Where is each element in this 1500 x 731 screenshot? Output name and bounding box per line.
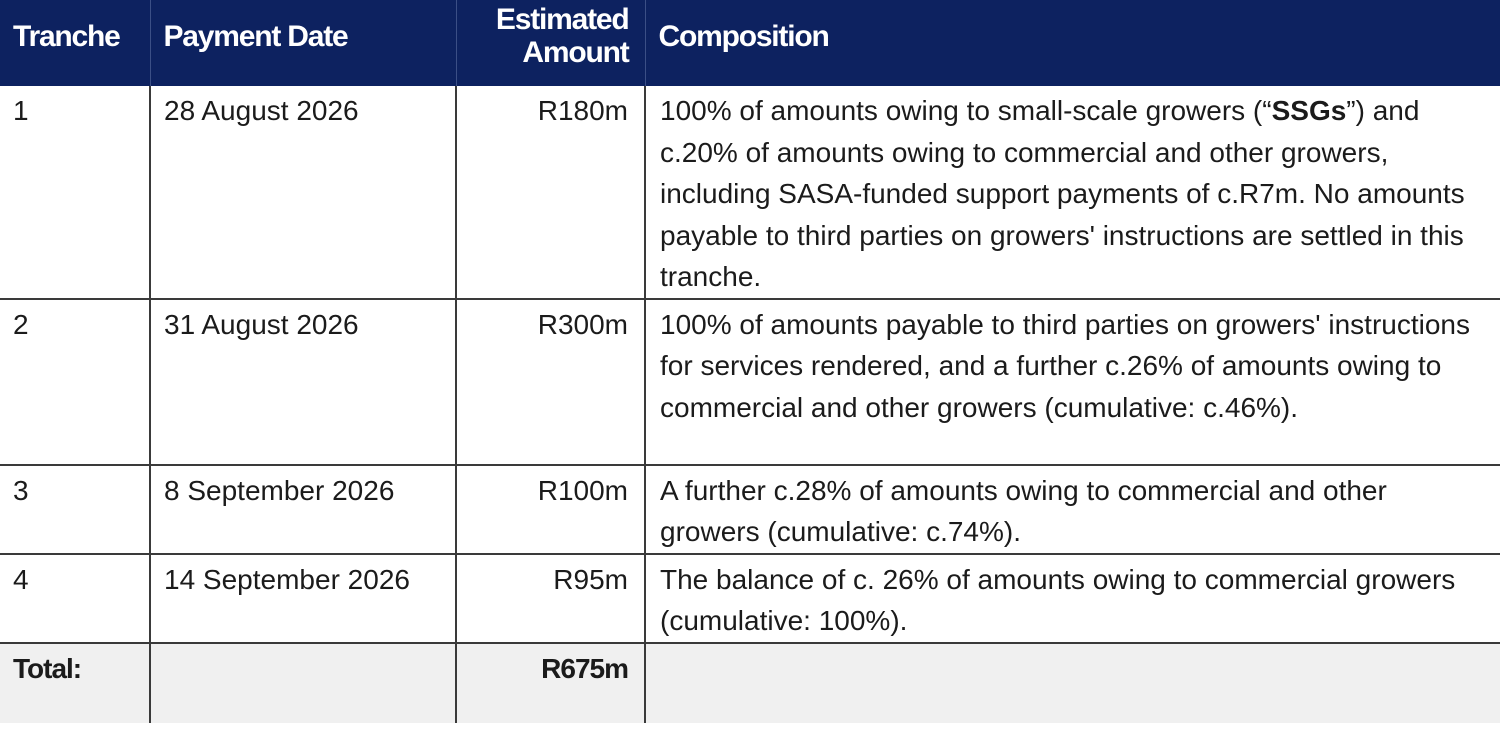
composition-text-end: ”) and c.20% of amounts owing to commerc… [660, 95, 1465, 292]
composition-text: 100% of amounts owing to small-scale gro… [644, 86, 1500, 300]
header-amount-line2: Amount [522, 36, 629, 69]
table-header-row: Tranche Payment Date Estimated Amount Co… [0, 0, 1500, 86]
header-estimated-amount: Estimated Amount [456, 0, 646, 86]
header-tranche: Tranche [0, 0, 151, 86]
estimated-amount: R300m [455, 298, 645, 466]
ssg-term: SSGs [1271, 95, 1347, 126]
table-row: 4 14 September 2026 R95m The balance of … [0, 553, 1500, 644]
header-amount-line1: Estimated [495, 3, 630, 36]
header-composition: Composition [645, 0, 1500, 86]
estimated-amount: R100m [455, 464, 645, 555]
composition-text: The balance of c. 26% of amounts owing t… [644, 553, 1500, 644]
tranche-number: 2 [0, 298, 150, 466]
table-row: 1 28 August 2026 R180m 100% of amounts o… [0, 86, 1500, 300]
composition-text-start: 100% of amounts owing to small-scale gro… [660, 95, 1272, 126]
total-empty-composition-cell [644, 642, 1500, 723]
total-empty-date-cell [149, 642, 456, 723]
estimated-amount: R95m [455, 553, 645, 644]
payment-date: 14 September 2026 [149, 553, 456, 644]
composition-text: A further c.28% of amounts owing to comm… [644, 464, 1500, 555]
tranche-number: 4 [0, 553, 150, 644]
composition-text: 100% of amounts payable to third parties… [644, 298, 1500, 466]
estimated-amount: R180m [455, 86, 645, 300]
tranche-number: 3 [0, 464, 150, 555]
payment-date: 8 September 2026 [149, 464, 456, 555]
payment-date: 31 August 2026 [149, 298, 456, 466]
table-row: 3 8 September 2026 R100m A further c.28%… [0, 464, 1500, 555]
total-amount: R675m [455, 642, 645, 723]
tranche-number: 1 [0, 86, 150, 300]
total-row: Total: R675m [0, 642, 1500, 723]
total-label: Total: [0, 642, 150, 723]
table-row: 2 31 August 2026 R300m 100% of amounts p… [0, 298, 1500, 466]
payment-date: 28 August 2026 [149, 86, 456, 300]
header-payment-date: Payment Date [150, 0, 457, 86]
